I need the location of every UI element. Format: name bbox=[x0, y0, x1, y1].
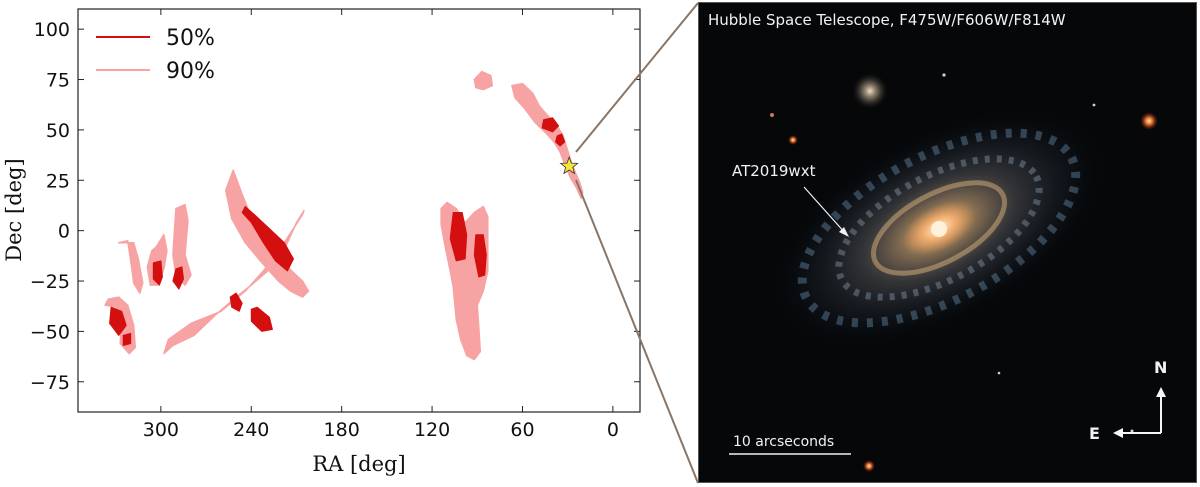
y-tick-label: 50 bbox=[46, 120, 70, 142]
region-50-west-core-main bbox=[241, 206, 294, 272]
faint-star bbox=[1130, 429, 1134, 433]
region-50-west-core-mid-b bbox=[229, 292, 243, 312]
y-tick-label: −25 bbox=[30, 271, 70, 293]
y-tick-label: −50 bbox=[30, 321, 70, 343]
axis-ticks: 300 240 180 120 60 0 100 75 50 25 0 −25 −50 −75 bbox=[30, 9, 640, 441]
region-50-west-core-left bbox=[152, 260, 163, 286]
compass-north-label: N bbox=[1154, 358, 1168, 377]
legend-label-50: 50% bbox=[166, 26, 215, 51]
plot-frame bbox=[77, 8, 641, 413]
y-tick-label: 100 bbox=[34, 19, 70, 41]
target-pointer-arrowhead bbox=[839, 227, 849, 237]
region-50-far-west-core-b bbox=[122, 332, 132, 346]
regions-90-layer bbox=[104, 70, 584, 361]
legend: 50% 90% bbox=[96, 26, 215, 84]
x-axis-title: RA [deg] bbox=[312, 452, 405, 476]
zoom-connector-bottom bbox=[575, 179, 699, 484]
companion-galaxy bbox=[852, 73, 888, 109]
y-tick-label: 25 bbox=[46, 170, 70, 192]
red-star-right bbox=[1140, 112, 1158, 130]
hst-image-panel: Hubble Space Telescope, F475W/F606W/F814… bbox=[698, 2, 1197, 483]
at2019wxt-star-marker bbox=[559, 156, 579, 175]
compass-north-arrowhead bbox=[1156, 387, 1166, 397]
x-tick-label: 180 bbox=[324, 419, 360, 441]
region-90-western-blob bbox=[172, 203, 192, 286]
y-tick-label: 0 bbox=[58, 221, 70, 243]
y-tick-label: −75 bbox=[30, 372, 70, 394]
region-50-west-core-mid-a bbox=[250, 306, 273, 332]
x-tick-label: 60 bbox=[510, 419, 534, 441]
target-label: AT2019wxt bbox=[732, 162, 816, 180]
regions-50-layer bbox=[109, 117, 566, 346]
legend-label-90: 90% bbox=[166, 59, 215, 84]
region-50-east-core-b bbox=[473, 234, 487, 278]
compass-east-label: E bbox=[1089, 424, 1100, 443]
x-tick-label: 300 bbox=[143, 419, 179, 441]
target-pointer-arrow bbox=[803, 186, 847, 235]
nucleus bbox=[931, 221, 947, 237]
region-90-northern-arc bbox=[511, 82, 584, 200]
y-axis-title: Dec [deg] bbox=[2, 158, 26, 261]
faint-star bbox=[997, 371, 1001, 375]
faint-star bbox=[770, 113, 774, 117]
red-star-left bbox=[788, 135, 798, 145]
x-tick-label: 240 bbox=[233, 419, 269, 441]
region-50-east-core-a bbox=[449, 212, 468, 262]
x-tick-label: 0 bbox=[607, 419, 619, 441]
zoom-connector-top bbox=[575, 2, 699, 153]
y-tick-label: 75 bbox=[46, 70, 70, 92]
region-50-northern-core-b bbox=[555, 133, 566, 147]
region-50-northern-core-a bbox=[541, 117, 560, 133]
faint-star bbox=[942, 73, 946, 77]
faint-star bbox=[1092, 103, 1096, 107]
scale-bar-label: 10 arcseconds bbox=[733, 434, 835, 450]
region-50-west-core-blob bbox=[172, 266, 184, 290]
region-50-far-west-core-a bbox=[109, 306, 127, 336]
galaxy-image bbox=[729, 73, 1166, 472]
region-90-northern-tip bbox=[473, 70, 494, 91]
compass-east-arrowhead bbox=[1113, 428, 1123, 438]
hst-panel-title: Hubble Space Telescope, F475W/F606W/F814… bbox=[708, 11, 1066, 29]
red-star-bottom bbox=[863, 460, 875, 472]
marker-layer bbox=[559, 156, 579, 175]
region-90-far-west-strip bbox=[117, 239, 144, 294]
x-tick-label: 120 bbox=[414, 419, 450, 441]
